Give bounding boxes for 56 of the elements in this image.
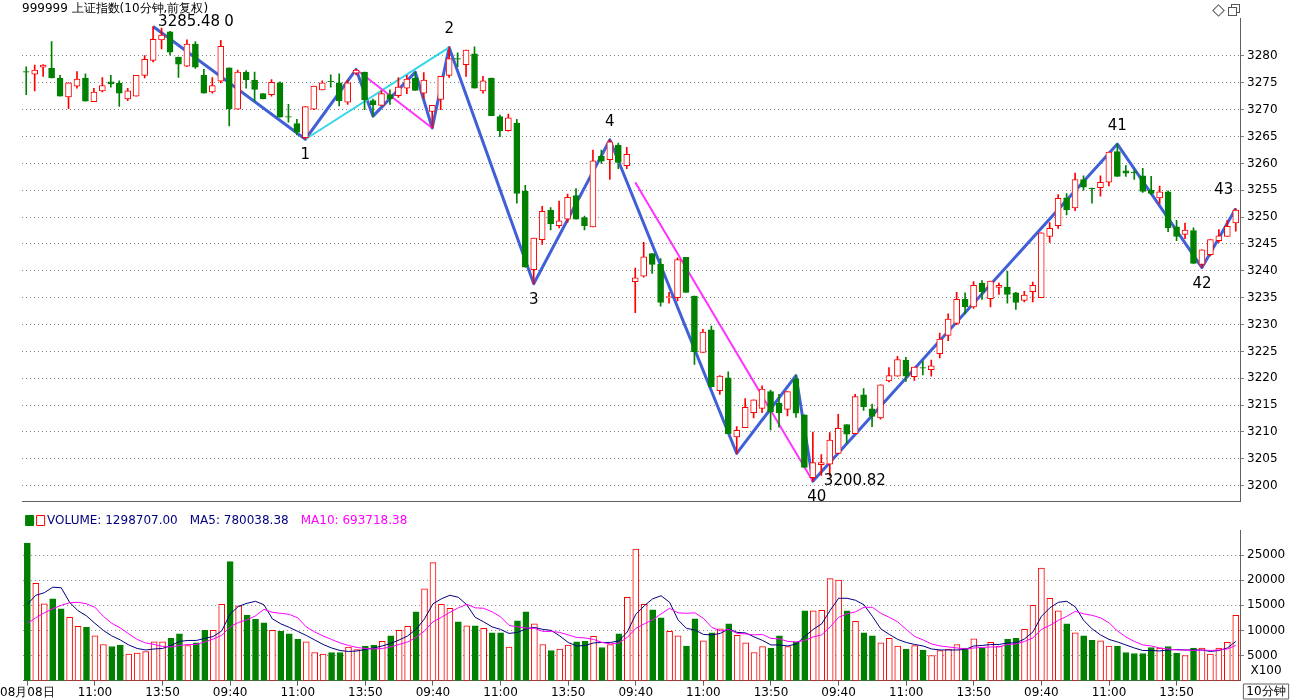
annotation: 0 <box>224 12 234 31</box>
text: MA10: 693718.38 <box>300 513 408 528</box>
x-tick-label: 11:00 <box>280 684 316 699</box>
annotation: 40 <box>807 487 827 506</box>
y-tick-label: 3205 <box>1247 450 1278 465</box>
y-tick-label: 20000 <box>1247 572 1286 587</box>
y-tick-label: 3270 <box>1247 101 1278 116</box>
y-tick-label: 15000 <box>1247 597 1286 612</box>
y-tick-label: 3215 <box>1247 397 1278 412</box>
y-tick-label: 3210 <box>1247 424 1278 439</box>
y-tick-label: 3200 <box>1247 477 1278 492</box>
annotation: 43 <box>1214 180 1234 199</box>
y-tick-label: 10000 <box>1247 622 1286 637</box>
y-tick-label: 3225 <box>1247 343 1278 358</box>
annotation: 3200.82 <box>823 471 886 490</box>
y-tick-label: 3275 <box>1247 74 1278 89</box>
y-tick-label: 3240 <box>1247 262 1278 277</box>
x-tick-label: 11:00 <box>686 684 721 699</box>
y-tick-label: 3260 <box>1247 155 1278 170</box>
x-tick-label: 09:40 <box>618 684 654 699</box>
chart-title: 999999 上证指数(10分钟,前复权) <box>22 1 209 16</box>
y-tick-label: 3250 <box>1247 209 1278 224</box>
x-tick-label: 13:50 <box>145 684 180 699</box>
y-tick-label: 3230 <box>1247 316 1278 331</box>
x-tick-label: 09:40 <box>415 684 451 699</box>
x-tick-label: 09:40 <box>821 684 856 699</box>
x-tick-label: 13:50 <box>1159 684 1194 699</box>
legend-label: VOLUME: 1298707.00 <box>47 513 178 528</box>
x-tick-label: 11:00 <box>888 684 924 699</box>
x-tick-label: 09:40 <box>1024 684 1059 699</box>
y-tick-label: 3245 <box>1247 236 1278 251</box>
annotation: 3 <box>528 289 539 308</box>
annotation: 42 <box>1192 273 1212 292</box>
annotation: 41 <box>1107 115 1127 134</box>
x-tick-label: 11:00 <box>483 684 518 699</box>
annotation: 4 <box>605 111 615 130</box>
x-tick-label: 13:50 <box>956 684 992 699</box>
y-tick-label: 3235 <box>1247 289 1278 304</box>
y-tick-label: 3255 <box>1247 182 1278 197</box>
y-axis-title: X100 <box>1250 662 1282 677</box>
text: MA5: 780038.38 <box>189 513 289 528</box>
annotation: 2 <box>444 19 454 38</box>
x-tick-label: 13:50 <box>753 684 789 699</box>
x-tick-label: 11:00 <box>77 684 113 699</box>
x-tick-label: 09:40 <box>212 684 248 699</box>
x-tick-label: 11:00 <box>1091 684 1127 699</box>
x-tick-label: 08月08日 <box>0 684 55 699</box>
annotation: 1 <box>300 145 311 164</box>
x-tick-label: 13:50 <box>348 684 383 699</box>
y-tick-label: 3220 <box>1247 370 1278 385</box>
y-tick-label: 5000 <box>1247 647 1278 662</box>
x-tick-label: 13:50 <box>550 684 586 699</box>
y-tick-label: 3280 <box>1247 48 1278 63</box>
y-tick-label: 3265 <box>1247 128 1278 143</box>
x-axis-title: 10分钟 <box>1246 684 1286 699</box>
y-tick-label: 25000 <box>1247 547 1286 562</box>
